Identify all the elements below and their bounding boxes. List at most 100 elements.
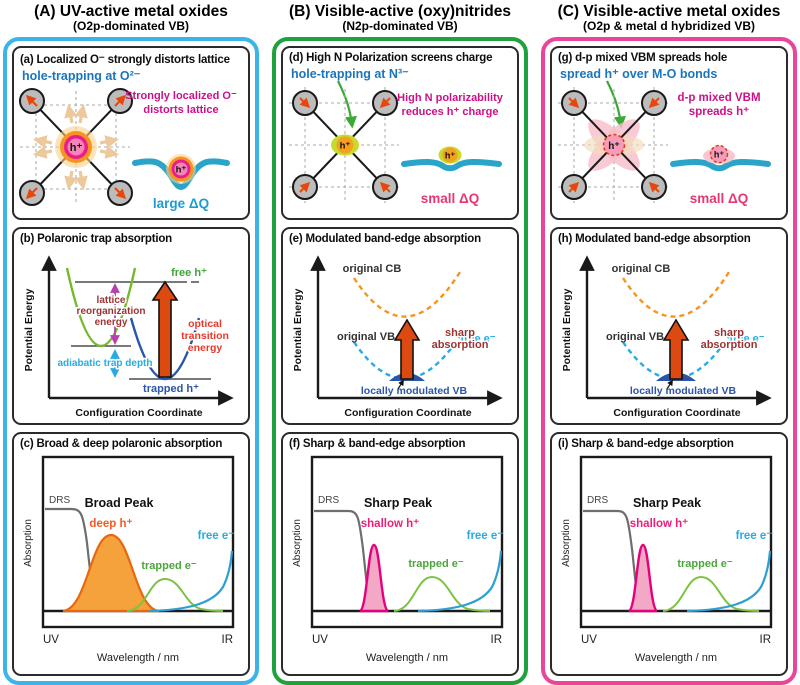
- panel-g-lattice: (g) d-p mixed VBM spreads hole spread h⁺…: [550, 45, 788, 220]
- panel-i-spectrum: (i) Sharp & band-edge absorption Absorpt…: [550, 431, 788, 676]
- y-axis-label: Absorption: [23, 519, 34, 567]
- broad-polaron-peak: [62, 533, 160, 612]
- ir-tick: IR: [491, 634, 503, 646]
- original-vb-label: original VB: [337, 331, 395, 343]
- optical-transition-label: optical transition energy: [181, 318, 229, 354]
- drs-label: DRS: [49, 495, 70, 506]
- spread-hole-label: spread h⁺ over M-O bonds: [560, 67, 717, 81]
- optical-transition-arrow: [151, 280, 179, 378]
- uv-tick: UV: [43, 634, 59, 646]
- note-line2: spreads h⁺: [689, 106, 749, 118]
- panel-a-lattice: (a) Localized O⁻ strongly distorts latti…: [12, 45, 250, 220]
- free-electron-curve: [417, 550, 503, 612]
- drs-label: DRS: [318, 495, 339, 506]
- hole-peak-label: deep h⁺: [89, 518, 132, 530]
- drs-label: DRS: [587, 495, 608, 506]
- shallow-well-curve: [401, 158, 502, 172]
- column-b-box: (d) High N Polarization screens charge h…: [272, 36, 528, 685]
- delta-q-label: large ΔQ: [153, 196, 209, 211]
- trapped-hole-label: trapped h⁺: [143, 383, 199, 395]
- free-electron-label: free e⁻: [198, 530, 235, 542]
- shallow-well-curve: [670, 158, 771, 172]
- ir-tick: IR: [760, 634, 772, 646]
- lattice-outward-arrows: [33, 103, 119, 190]
- panel-h-title: (h) Modulated band-edge absorption: [558, 232, 751, 245]
- hole-symbol: h⁺: [608, 141, 619, 152]
- lattice-note: High N polarizability reduces h⁺ charge …: [397, 92, 504, 206]
- column-c-header: (C) Visible-active metal oxides (O2p & m…: [541, 3, 797, 34]
- hole-in-well: h⁺: [166, 153, 196, 184]
- x-axis-label: Wavelength / nm: [97, 652, 179, 664]
- hole-symbol: h⁺: [176, 164, 187, 175]
- original-cb-label: original CB: [612, 263, 671, 275]
- panel-d-title: (d) High N Polarization screens charge: [289, 51, 493, 64]
- ir-tick: IR: [222, 634, 234, 646]
- reorganization-label: lattice reorganization energy: [77, 295, 146, 328]
- hole-trapping-label: hole-trapping at O²⁻: [22, 69, 141, 83]
- trapped-electron-curve: [126, 577, 224, 612]
- original-cb-label: original CB: [343, 263, 402, 275]
- free-electron-curve: [686, 550, 772, 612]
- y-axis-label: Absorption: [292, 519, 303, 567]
- bump-pointer-arrow: [397, 379, 404, 390]
- sharp-hole-peak: [359, 543, 389, 612]
- column-c-title: (C) Visible-active metal oxides: [557, 3, 781, 20]
- lattice-note: Strongly localized O⁻ distorts lattice h…: [125, 90, 237, 211]
- original-cb-curve: [352, 271, 462, 318]
- hole-symbol: h⁺: [445, 150, 455, 160]
- free-electron-label: free e⁻: [729, 333, 764, 345]
- panel-g-title: (g) d-p mixed VBM spreads hole: [558, 51, 728, 64]
- y-axis-label: Potential Energy: [292, 288, 304, 371]
- lattice-spread-diagram: h⁺: [558, 86, 668, 203]
- panel-b-title: (b) Polaronic trap absorption: [20, 232, 173, 245]
- uv-tick: UV: [312, 634, 328, 646]
- panel-h-cc-diagram: (h) Modulated band-edge absorption Poten…: [550, 226, 788, 425]
- hole-symbol: h⁺: [714, 149, 724, 159]
- note-line2: reduces h⁺ charge: [402, 106, 499, 118]
- panel-g-diagram: spread h⁺ over M-O bonds: [558, 67, 771, 206]
- panel-e-plot: Potential Energy Configuration Coordinat…: [292, 255, 503, 419]
- hole-symbol: h⁺: [340, 140, 351, 151]
- hole-in-well: h⁺: [703, 144, 735, 164]
- note-line2: distorts lattice: [143, 104, 218, 116]
- plot-frame: [310, 455, 504, 628]
- hole-trapping-label: hole-trapping at N³⁻: [291, 67, 409, 81]
- peak-label: Broad Peak: [85, 496, 154, 510]
- column-b: (B) Visible-active (oxy)nitrides (N2p-do…: [272, 2, 528, 685]
- column-c-subtitle: (O2p & metal d hybridized VB): [582, 19, 756, 34]
- panel-d-diagram: hole-trapping at N³⁻: [289, 67, 504, 206]
- peak-label: Sharp Peak: [364, 496, 432, 510]
- lattice-screened-diagram: h⁺: [289, 86, 399, 203]
- panel-b-plot: Potential Energy Configuration Coordinat…: [23, 255, 234, 419]
- panel-c-plot: Absorption DRS Broad Peak deep h⁺ trappe…: [23, 455, 235, 664]
- panel-f-spectrum: (f) Sharp & band-edge absorption Absorpt…: [281, 431, 519, 676]
- lattice-note: d-p mixed VBM spreads h⁺ h⁺ small ΔQ: [670, 92, 771, 206]
- free-electron-label: free e⁻: [467, 530, 504, 542]
- panel-c-title: (c) Broad & deep polaronic absorption: [20, 437, 223, 450]
- x-axis-label: Wavelength / nm: [635, 652, 717, 664]
- column-a-subtitle: (O2p-dominated VB): [73, 19, 189, 34]
- hole-in-well: h⁺: [438, 146, 462, 164]
- x-axis-label: Configuration Coordinate: [344, 407, 471, 419]
- panel-e-title: (e) Modulated band-edge absorption: [289, 232, 481, 245]
- note-line1: High N polarizability: [397, 92, 504, 104]
- column-a-title: (A) UV-active metal oxides: [34, 3, 228, 20]
- x-axis-label: Configuration Coordinate: [613, 407, 740, 419]
- hole-symbol: h⁺: [70, 142, 83, 154]
- column-b-title: (B) Visible-active (oxy)nitrides: [289, 3, 511, 20]
- note-line1: d-p mixed VBM: [677, 92, 760, 104]
- note-line1: Strongly localized O⁻: [125, 90, 237, 102]
- y-axis-label: Potential Energy: [23, 288, 35, 371]
- trapped-electron-label: trapped e⁻: [141, 560, 197, 572]
- panel-c-spectrum: (c) Broad & deep polaronic absorption Ab…: [12, 431, 250, 676]
- panel-a-diagram: hole-trapping at O²⁻: [19, 69, 237, 211]
- plot-frame: [41, 455, 235, 628]
- delocalized-hole-ball: h⁺: [602, 133, 626, 157]
- column-b-header: (B) Visible-active (oxy)nitrides (N2p-do…: [272, 3, 528, 34]
- y-axis-label: Potential Energy: [561, 288, 573, 371]
- panel-f-title: (f) Sharp & band-edge absorption: [289, 437, 466, 450]
- delta-q-label: small ΔQ: [690, 191, 748, 206]
- panel-b-cc-diagram: (b) Polaronic trap absorption Potential …: [12, 226, 250, 425]
- panel-e-cc-diagram: (e) Modulated band-edge absorption Poten…: [281, 226, 519, 425]
